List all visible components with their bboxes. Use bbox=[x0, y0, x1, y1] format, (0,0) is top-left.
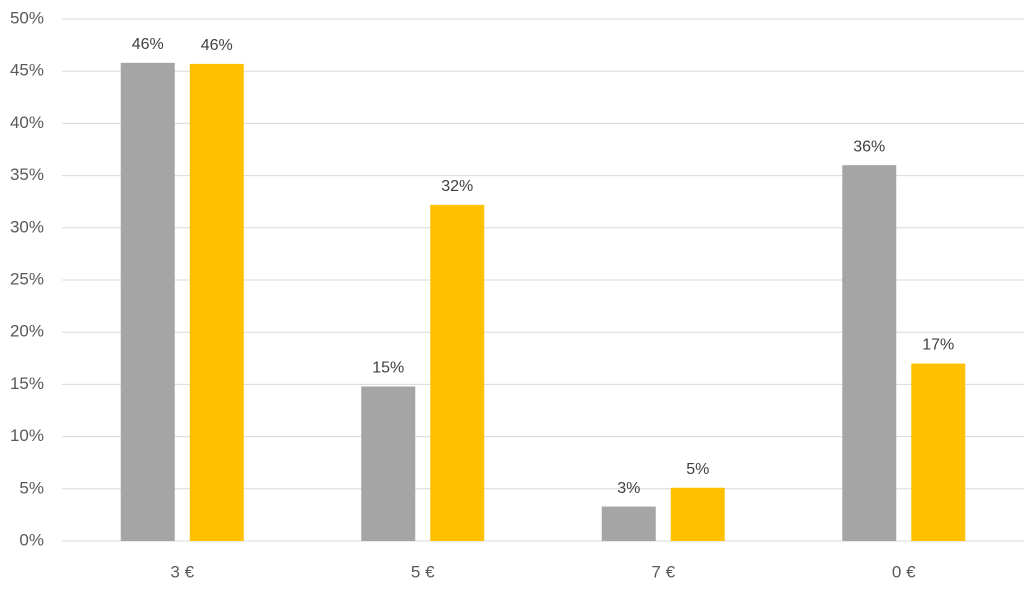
y-tick-label: 20% bbox=[10, 322, 44, 341]
value-label: 36% bbox=[853, 138, 885, 155]
value-label: 15% bbox=[372, 360, 404, 377]
bar bbox=[842, 165, 897, 541]
bar bbox=[361, 386, 416, 541]
bar bbox=[601, 506, 656, 541]
bar bbox=[670, 487, 725, 541]
x-tick-label: 0 € bbox=[892, 562, 916, 581]
y-tick-label: 45% bbox=[10, 61, 44, 80]
value-label: 32% bbox=[441, 178, 473, 195]
value-label: 5% bbox=[686, 461, 709, 478]
y-tick-label: 5% bbox=[19, 478, 44, 497]
bar bbox=[430, 204, 485, 541]
y-tick-label: 30% bbox=[10, 217, 44, 236]
bar bbox=[911, 363, 966, 541]
x-tick-label: 3 € bbox=[170, 562, 194, 581]
value-label: 46% bbox=[132, 36, 164, 53]
y-tick-label: 0% bbox=[19, 530, 44, 549]
value-label: 17% bbox=[922, 337, 954, 354]
bar bbox=[120, 62, 175, 542]
value-label: 46% bbox=[201, 37, 233, 54]
y-tick-label: 35% bbox=[10, 165, 44, 184]
y-tick-label: 40% bbox=[10, 113, 44, 132]
x-tick-label: 5 € bbox=[411, 562, 435, 581]
y-tick-label: 10% bbox=[10, 426, 44, 445]
y-tick-label: 15% bbox=[10, 374, 44, 393]
bar bbox=[189, 63, 244, 541]
x-tick-label: 7 € bbox=[651, 562, 675, 581]
y-tick-label: 50% bbox=[10, 8, 44, 27]
y-tick-label: 25% bbox=[10, 269, 44, 288]
value-label: 3% bbox=[617, 480, 640, 497]
